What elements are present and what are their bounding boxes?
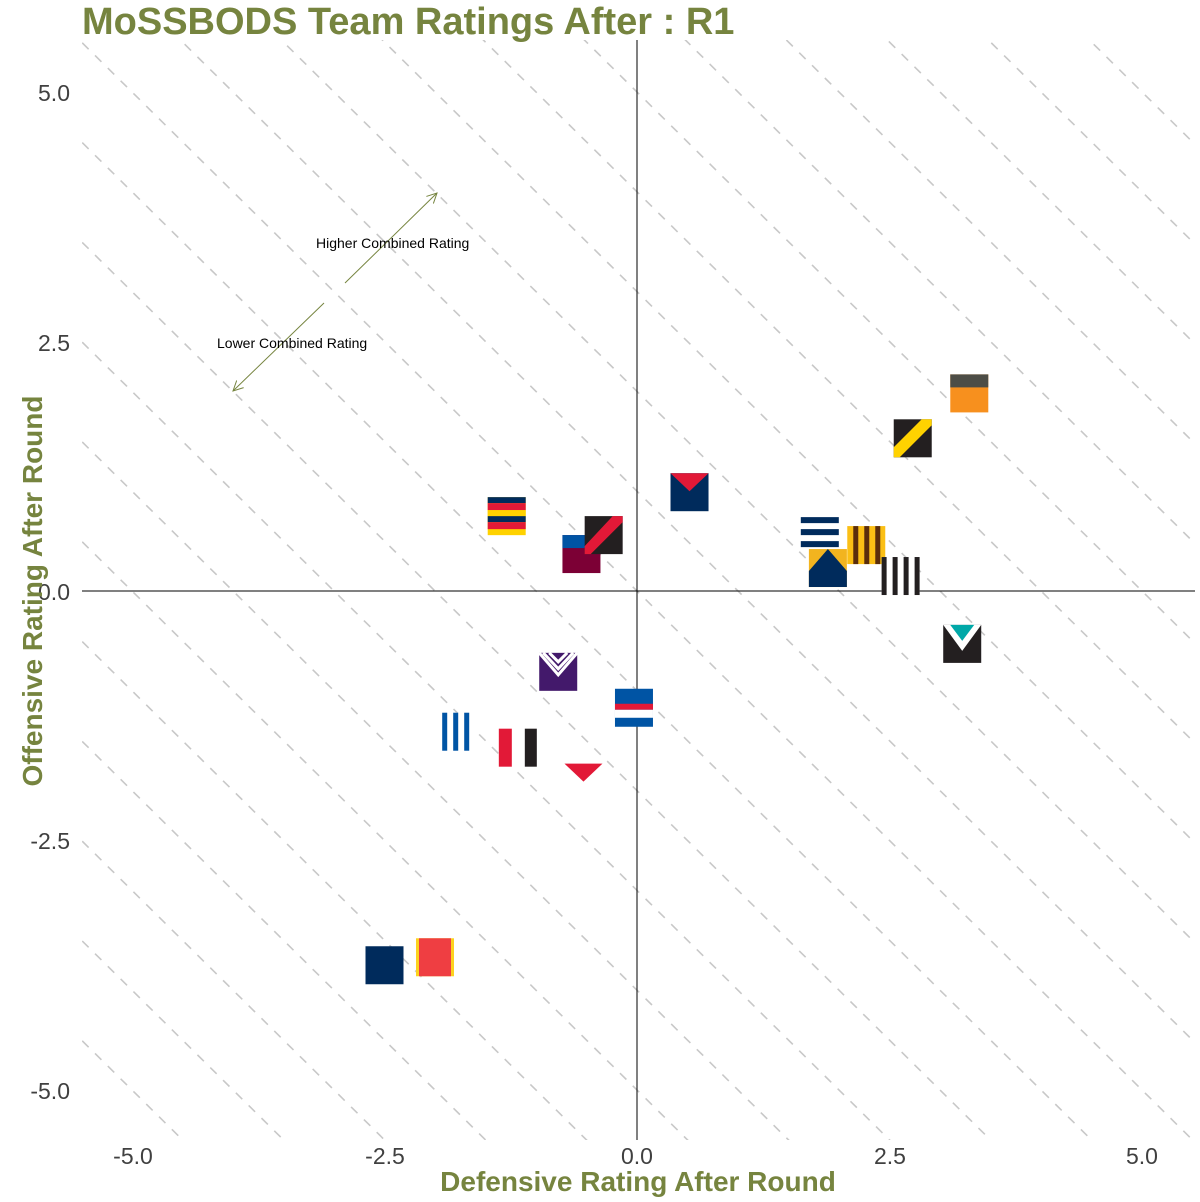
team-point-melbourne (670, 473, 709, 512)
team-point-hawthorn (847, 526, 886, 565)
team-point-carlton (365, 946, 404, 985)
team-point-western-bulldogs (614, 688, 653, 727)
x-tick: -2.5 (365, 1143, 405, 1169)
team-point-st-kilda (498, 728, 537, 767)
team-point-essendon (584, 516, 623, 555)
team-point-gold-coast (416, 938, 454, 977)
x-tick: 2.5 (874, 1143, 906, 1169)
combined-rating-arrow (233, 193, 437, 391)
team-point-richmond (893, 419, 932, 458)
diagonal-gridlines (82, 40, 1195, 1140)
team-point-port-adelaide (943, 624, 982, 663)
x-tick: 0.0 (621, 1143, 653, 1169)
annotation-lower: Lower Combined Rating (217, 335, 368, 351)
team-point-geelong (436, 712, 475, 751)
team-point-gws (950, 374, 989, 413)
team-points (365, 374, 989, 985)
x-tick: -5.0 (113, 1143, 153, 1169)
x-tick: 5.0 (1126, 1143, 1158, 1169)
y-tick: -5.0 (30, 1078, 70, 1104)
team-point-sydney (564, 763, 603, 802)
team-point-collingwood (881, 557, 920, 596)
y-tick: 0.0 (38, 579, 70, 605)
chart-title: MoSSBODS Team Ratings After : R1 (82, 1, 735, 43)
y-tick: 2.5 (38, 330, 70, 356)
team-point-fremantle (538, 651, 579, 691)
y-tick: 5.0 (38, 80, 70, 106)
team-point-adelaide (487, 497, 526, 536)
x-axis-label: Defensive Rating After Round (440, 1166, 836, 1197)
team-point-west-coast (808, 549, 847, 588)
y-tick: -2.5 (30, 828, 70, 854)
y-axis-label: Offensive Rating After Round (17, 395, 48, 787)
team-point-north-melbourne (800, 511, 839, 550)
annotation-higher: Higher Combined Rating (316, 235, 470, 251)
